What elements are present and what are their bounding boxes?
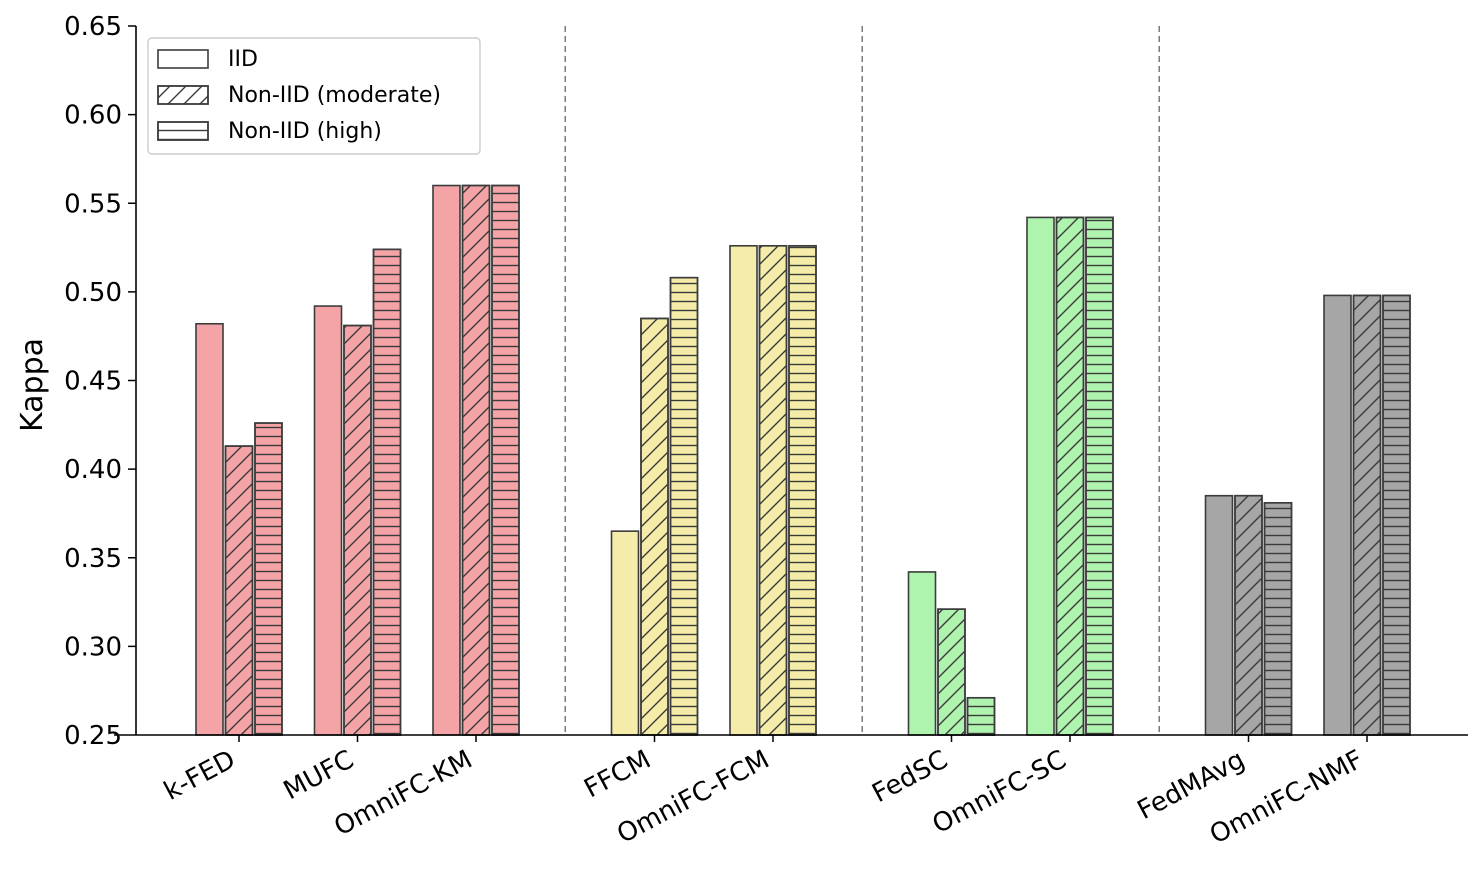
x-tick-label: OmniFC-SC (928, 745, 1072, 840)
bar-hatch-overlay (1085, 216, 1114, 736)
bar-hatch-overlay (758, 244, 788, 736)
method-bars-k-fed (195, 322, 283, 736)
method-bars-omnifc-nmf (1323, 294, 1411, 736)
bar-hatch-overlay (1263, 502, 1293, 736)
bar-omnifc-fcm-none (729, 244, 758, 736)
bar-hatch-overlay (669, 276, 699, 736)
bar-fedsc-none (907, 571, 937, 736)
y-axis-title: Kappa (15, 338, 50, 432)
bar-hatch-overlay (1352, 294, 1382, 736)
bar-omnifc-km-none (432, 184, 461, 736)
legend-label: IID (228, 47, 258, 72)
bars-layer (195, 184, 1411, 736)
legend-label: Non-IID (high) (228, 119, 382, 144)
y-tick-label: 0.30 (64, 632, 122, 662)
bar-ffcm-none (610, 530, 640, 736)
bar-hatch-overlay (372, 248, 402, 736)
legend-item: Non-IID (moderate) (157, 83, 441, 108)
legend-label: Non-IID (moderate) (228, 83, 441, 108)
y-tick-label: 0.50 (64, 278, 122, 308)
method-bars-omnifc-sc (1026, 216, 1114, 736)
method-bars-fedmavg (1204, 494, 1293, 736)
x-tick-label: FFCM (579, 745, 655, 805)
legend-swatch-hatch (157, 121, 209, 141)
legend-item: IID (157, 47, 258, 72)
method-bars-mufc (313, 248, 402, 736)
bar-mufc-none (313, 305, 343, 736)
bar-hatch-overlay (224, 445, 254, 736)
bar-omnifc-sc-none (1026, 216, 1055, 736)
method-bars-fedsc (907, 571, 996, 736)
y-tick-label: 0.65 (64, 12, 122, 42)
bar-hatch-overlay (461, 184, 491, 736)
bar-hatch-overlay (966, 696, 996, 736)
y-tick-label: 0.25 (64, 721, 122, 751)
bar-hatch-overlay (343, 324, 372, 736)
y-tick-label: 0.45 (64, 367, 122, 397)
bar-hatch-overlay (1234, 494, 1263, 736)
axes-layer: 0.25 0.30 0.35 0.40 0.45 0.50 0.55 0.60 0.65 (64, 12, 1468, 751)
x-tick-label: k-FED (159, 745, 240, 807)
x-tick-label: FedSC (867, 745, 952, 809)
bar-hatch-overlay (254, 422, 283, 736)
bar-hatch-overlay (640, 317, 669, 736)
y-tick-label: 0.55 (64, 189, 122, 219)
bar-hatch-overlay (788, 244, 817, 736)
group-separators (564, 26, 1160, 735)
bar-fedmavg-none (1204, 494, 1234, 736)
y-tick-label: 0.35 (64, 544, 122, 574)
legend-swatch-hatch (157, 85, 209, 105)
bar-hatch-overlay (1382, 294, 1411, 736)
y-tick-label: 0.60 (64, 101, 122, 131)
bar-hatch-overlay (937, 608, 966, 736)
legend: IID Non-IID (moderate) Non-IID (high) (147, 37, 481, 155)
bar-hatch-overlay (1055, 216, 1085, 736)
bar-k-fed-none (195, 322, 224, 736)
method-bars-omnifc-km (432, 184, 520, 736)
legend-frame (147, 37, 481, 155)
method-bars-omnifc-fcm (729, 244, 817, 736)
method-bars-ffcm (610, 276, 699, 736)
legend-item: Non-IID (high) (157, 119, 382, 144)
bar-omnifc-nmf-none (1323, 294, 1352, 736)
legend-swatch (157, 49, 209, 69)
x-tick-label: MUFC (279, 745, 359, 807)
bar-hatch-overlay (491, 184, 520, 736)
y-tick-label: 0.40 (64, 455, 122, 485)
